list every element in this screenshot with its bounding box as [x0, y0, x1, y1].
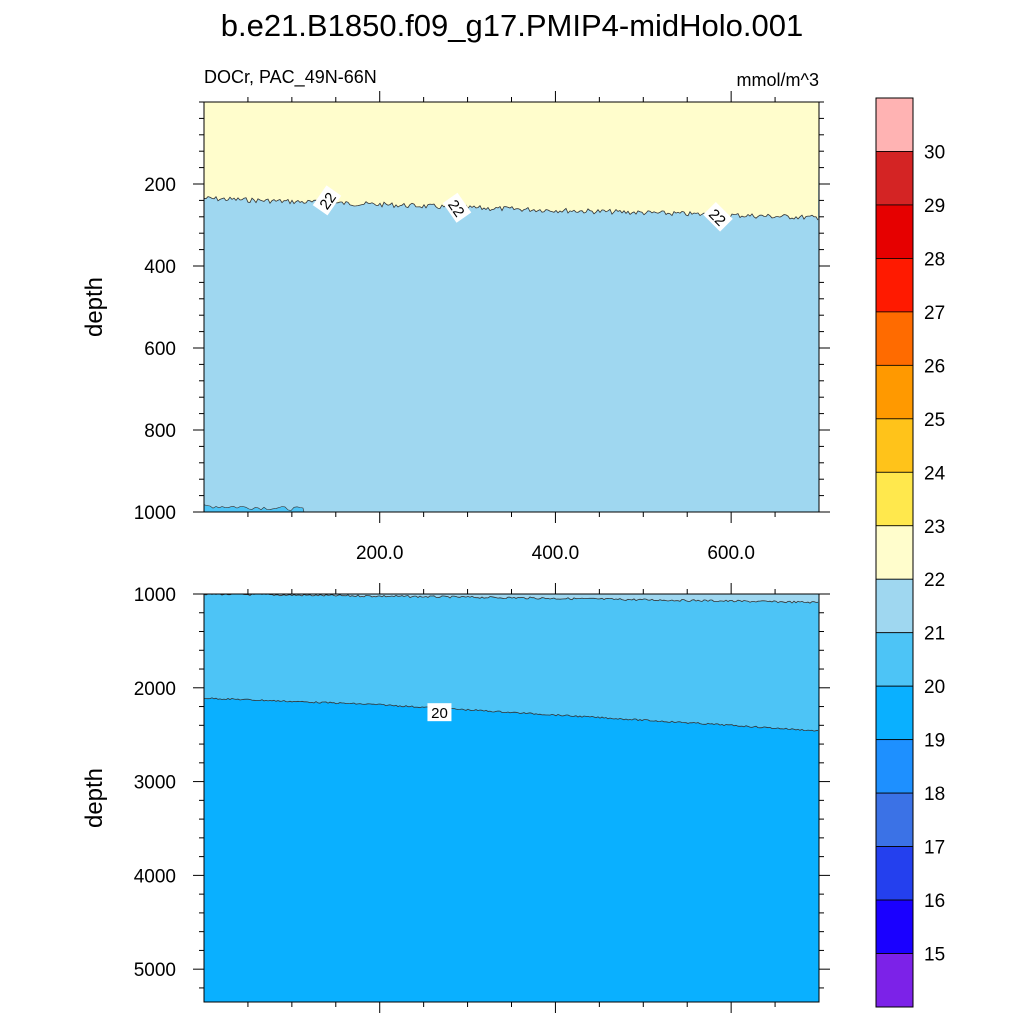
colorbar-swatch [875, 311, 914, 366]
colorbar-swatch [875, 846, 914, 901]
upper-contour-label-text: 22 [444, 197, 467, 220]
upper-ytick-label: 400 [144, 257, 176, 278]
upper-panel: 22 22 22 200 400 600 800 1000 200.0 400.0 600.0 dep… [81, 91, 830, 564]
colorbar-swatch [875, 151, 914, 206]
lower-ytick-label: 4000 [134, 866, 176, 887]
colorbar-swatch [875, 204, 914, 259]
colorbar-level-label: 21 [924, 624, 945, 645]
colorbar-swatch [875, 525, 914, 580]
colorbar-swatch [875, 899, 914, 954]
colorbar-level-label: 22 [924, 570, 945, 591]
upper-contour-label: 22 [442, 192, 472, 223]
colorbar-level-label: 29 [924, 196, 945, 217]
colorbar-swatch [875, 364, 914, 420]
lower-fill-21-22 [204, 594, 819, 604]
colorbar-level-label: 24 [924, 463, 946, 484]
colorbar-swatch [875, 792, 914, 847]
upper-ytick-label: 600 [144, 339, 176, 360]
upper-contour-label-box [442, 192, 472, 223]
upper-xtick-label: 200.0 [356, 543, 404, 564]
lower-ytick-label: 1000 [134, 585, 176, 606]
colorbar-level-label: 27 [924, 303, 945, 324]
upper-ytick-label: 1000 [134, 503, 176, 524]
contour-line-20 [204, 697, 819, 732]
colorbar-level-label: 23 [924, 517, 945, 538]
colorbar-swatch [875, 471, 914, 527]
upper-fill-22-23 [204, 102, 819, 220]
upper-contour-label-box [312, 185, 342, 216]
upper-contour-label: 22 [312, 185, 342, 216]
lower-ytick-label: 5000 [134, 960, 176, 981]
upper-xtick-label: 400.0 [532, 543, 580, 564]
upper-ylabel: depth [81, 277, 108, 337]
upper-panel-units-label: mmol/m^3 [737, 70, 819, 90]
colorbar-level-label: 30 [924, 142, 945, 163]
colorbar-level-label: 26 [924, 356, 945, 377]
upper-contour-label-box [703, 201, 733, 232]
colorbar-swatch [875, 739, 914, 794]
colorbar-level-label: 17 [924, 838, 945, 859]
upper-contour-label-text: 22 [316, 190, 339, 213]
colorbar-swatch [875, 578, 914, 634]
contour-line-21 [203, 593, 819, 604]
colorbar-level-label: 18 [924, 784, 945, 805]
upper-ytick-label: 800 [144, 421, 176, 442]
colorbar-swatch [875, 418, 914, 473]
upper-xtick-label: 600.0 [707, 543, 755, 564]
lower-ytick-label: 2000 [134, 679, 176, 700]
lower-contour-label: 20 [427, 703, 452, 722]
colorbar-swatch [875, 632, 914, 687]
colorbar-level-label: 15 [924, 945, 945, 966]
upper-panel-variable-label: DOCr, PAC_49N-66N [204, 67, 377, 88]
colorbar-swatch [875, 953, 914, 1008]
lower-contour-label-box [427, 703, 452, 722]
lower-panel: 20 1000 2000 3000 4000 5000 depth [81, 583, 830, 1013]
chart-title: b.e21.B1850.f09_g17.PMIP4-midHolo.001 [221, 8, 804, 43]
lower-contour-label-text: 20 [431, 705, 448, 722]
lower-ylabel: depth [81, 768, 108, 828]
colorbar-level-label: 25 [924, 410, 945, 431]
colorbar-frame [875, 97, 914, 1008]
colorbar: 30 29 28 27 26 25 24 23 22 21 20 19 18 17 16 15 [875, 97, 946, 1008]
upper-ytick-label: 200 [144, 175, 176, 196]
colorbar-level-label: 20 [924, 677, 945, 698]
upper-deep-patch [203, 504, 305, 513]
lower-fill-20-21 [204, 594, 819, 732]
colorbar-level-label: 28 [924, 249, 945, 270]
colorbar-level-label: 16 [924, 891, 945, 912]
colorbar-swatch [875, 97, 914, 152]
upper-contour-label: 22 [703, 201, 733, 232]
colorbar-swatch [875, 685, 914, 741]
lower-ytick-label: 3000 [134, 773, 176, 794]
colorbar-swatch [875, 258, 914, 313]
colorbar-level-label: 19 [924, 731, 945, 752]
